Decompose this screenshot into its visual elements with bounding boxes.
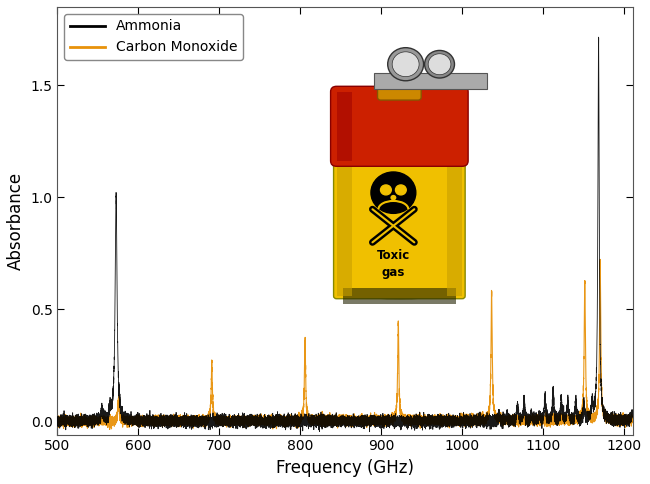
FancyBboxPatch shape — [331, 86, 468, 166]
Bar — [343, 287, 456, 304]
Bar — [337, 152, 352, 296]
Text: Toxic
gas: Toxic gas — [377, 249, 410, 279]
Legend: Ammonia, Carbon Monoxide: Ammonia, Carbon Monoxide — [64, 14, 242, 60]
FancyBboxPatch shape — [378, 81, 421, 100]
Circle shape — [391, 195, 396, 200]
Circle shape — [428, 54, 451, 75]
Bar — [447, 152, 462, 296]
Ellipse shape — [337, 282, 462, 299]
Y-axis label: Absorbance: Absorbance — [7, 172, 25, 270]
X-axis label: Frequency (GHz): Frequency (GHz) — [276, 459, 414, 477]
Circle shape — [424, 50, 454, 78]
Bar — [337, 92, 352, 161]
Bar — [374, 73, 488, 89]
Circle shape — [392, 52, 419, 76]
Circle shape — [387, 48, 424, 81]
Circle shape — [371, 172, 416, 213]
Circle shape — [395, 185, 406, 195]
Circle shape — [380, 185, 391, 195]
FancyBboxPatch shape — [333, 150, 465, 299]
